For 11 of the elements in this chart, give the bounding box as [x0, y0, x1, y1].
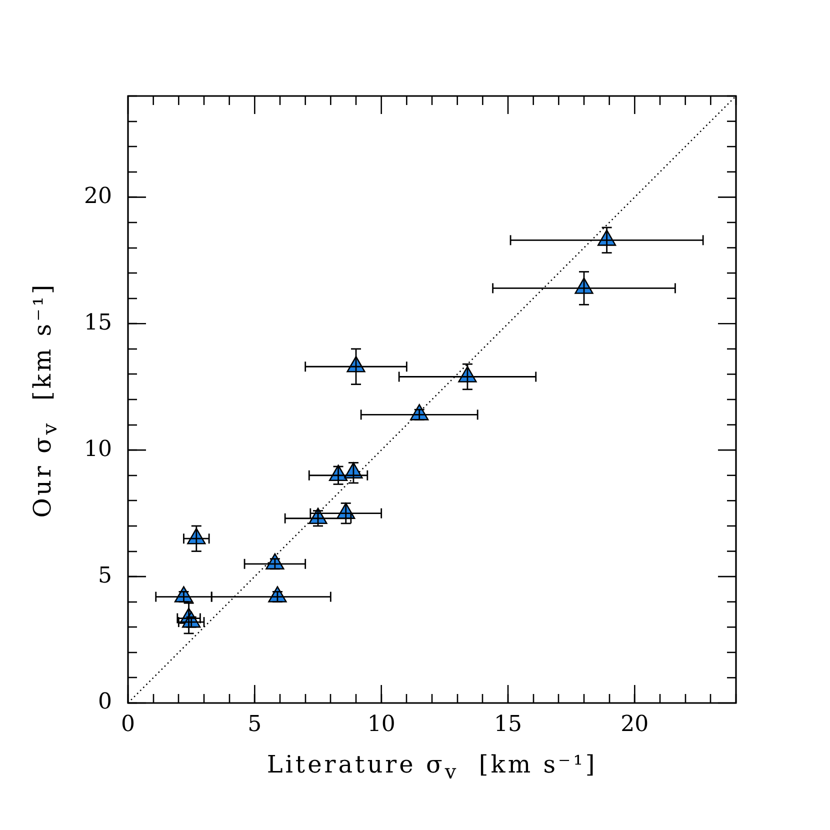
x-tick-label: 15 — [494, 712, 522, 737]
y-tick-label: 5 — [98, 563, 112, 588]
y-tick-label: 15 — [84, 310, 112, 336]
x-tick-label: 10 — [367, 712, 396, 737]
x-axis-title: Literature σ$_{v}$ [km s⁻¹] — [266, 750, 598, 784]
x-tick-label: 5 — [248, 712, 262, 737]
y-tick-label: 20 — [84, 184, 112, 209]
y-tick-label: 0 — [98, 690, 112, 715]
x-tick-label: 0 — [121, 712, 135, 737]
y-tick-label: 10 — [84, 436, 112, 462]
x-tick-label: 20 — [620, 712, 649, 737]
